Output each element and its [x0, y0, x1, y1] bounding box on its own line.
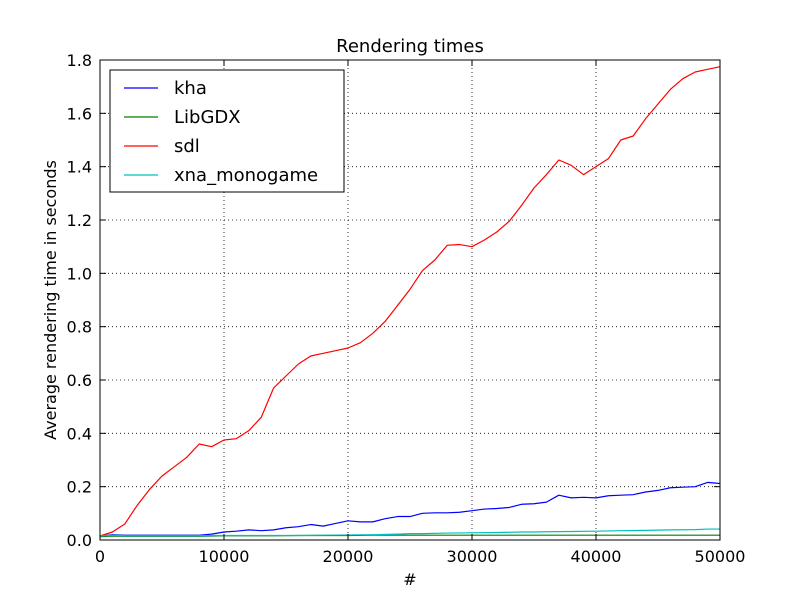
legend: kha LibGDX sdl xna_monogame: [109, 69, 345, 193]
x-tick-label: 30000: [447, 547, 498, 566]
legend-label: sdl: [174, 136, 200, 157]
grid: [100, 60, 720, 540]
y-tick-label: 0.6: [67, 371, 92, 390]
x-axis-label: #: [403, 570, 416, 589]
legend-label: LibGDX: [174, 107, 241, 128]
x-tick-label: 0: [95, 547, 105, 566]
x-tick-label: 40000: [571, 547, 622, 566]
series-line-kha: [99, 481, 721, 537]
y-tick-label: 1.0: [67, 264, 92, 283]
x-tick-label: 50000: [695, 547, 746, 566]
x-tick-label: 10000: [199, 547, 250, 566]
y-tick-label: 1.6: [67, 104, 92, 123]
legend-label: kha: [174, 78, 207, 99]
series-line-sdl: [99, 66, 721, 537]
y-axis-label: Average rendering time in seconds: [41, 160, 60, 440]
y-tick-label: 0.8: [67, 318, 92, 337]
series-line-xna-monogame: [99, 528, 720, 537]
y-tick-label: 1.8: [67, 51, 92, 70]
y-tick-label: 0.4: [67, 424, 92, 443]
legend-box: [109, 69, 345, 193]
plot-frame: [99, 59, 721, 541]
y-tick-label: 0.2: [67, 478, 92, 497]
y-tick-label: 0.0: [67, 531, 92, 550]
y-tick-label: 1.2: [67, 211, 92, 230]
y-tick-label: 1.4: [67, 158, 92, 177]
x-tick-label: 20000: [323, 547, 374, 566]
chart-title: Rendering times: [336, 36, 484, 57]
ticks: 0 10000 20000 30000 40000 50000 0.0 0.2 0.4 0.6 0.…: [67, 51, 746, 566]
legend-label: xna_monogame: [174, 165, 318, 186]
